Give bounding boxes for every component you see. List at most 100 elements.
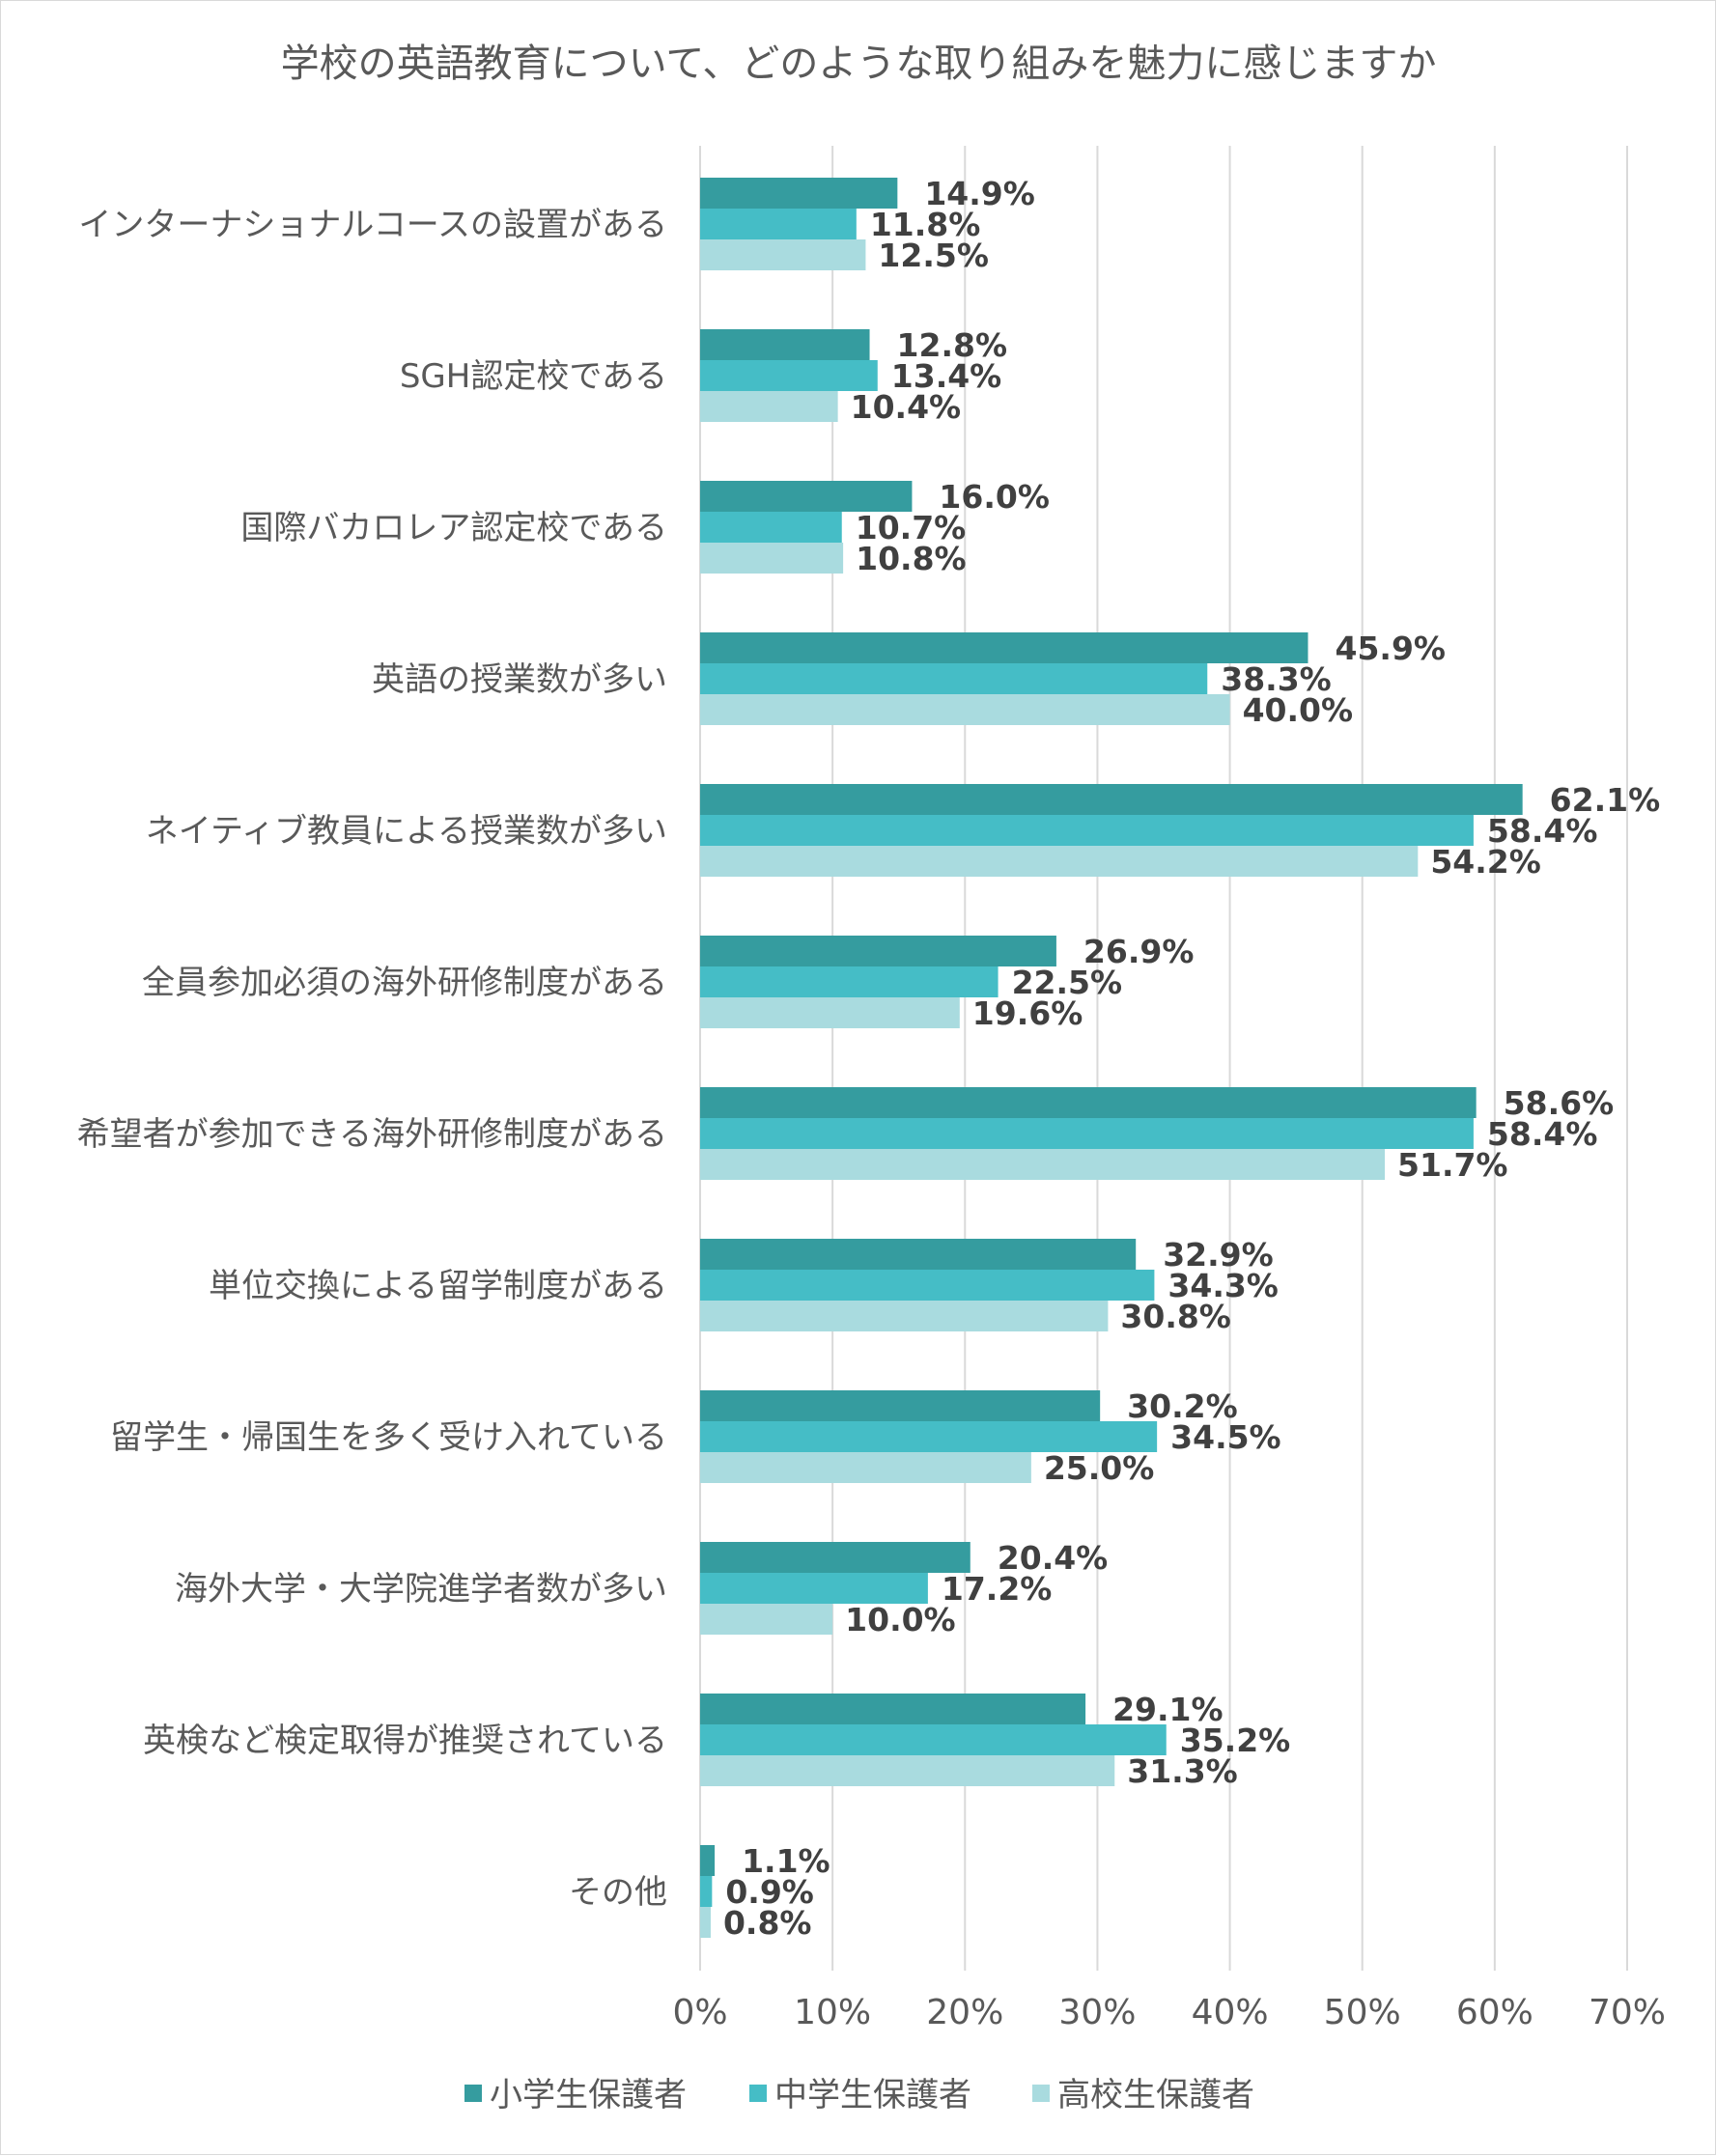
legend-swatch [749, 2085, 767, 2102]
legend-label: 中学生保護者 [774, 2076, 971, 2114]
bar [700, 239, 866, 270]
category-label: 全員参加必須の海外研修制度がある [142, 964, 667, 1002]
bar [700, 360, 878, 391]
x-tick-label: 50% [1324, 1993, 1401, 2032]
x-tick-label: 10% [794, 1993, 871, 2032]
x-axis-ticks: 0% 10% 20% 30% 40% 50% 60% 70% [672, 1993, 1666, 2032]
bars [700, 178, 1523, 1938]
bar [700, 1724, 1167, 1755]
chart-title: 学校の英語教育について、どのような取り組みを魅力に感じますか [281, 42, 1437, 86]
data-label: 62.1% [1550, 781, 1661, 819]
bar [700, 1755, 1115, 1786]
bar [700, 481, 913, 512]
x-tick-label: 40% [1192, 1993, 1269, 2032]
bar [700, 1876, 713, 1907]
data-label: 58.4% [1487, 1115, 1598, 1153]
data-label: 14.9% [924, 175, 1034, 212]
data-label: 17.2% [942, 1570, 1053, 1608]
bar [700, 1149, 1386, 1180]
data-label: 30.8% [1120, 1298, 1231, 1335]
bar [700, 936, 1056, 966]
legend-swatch [1032, 2085, 1050, 2102]
bar [700, 512, 842, 543]
data-label: 19.6% [972, 994, 1083, 1032]
bar [700, 329, 870, 360]
data-labels: 14.9%11.8%12.5% 12.8%13.4%10.4% 16.0%10.7%… [723, 175, 1660, 1942]
category-label: SGH認定校である [400, 357, 667, 396]
legend-swatch [464, 2085, 482, 2102]
data-label: 38.3% [1221, 660, 1332, 698]
bar [700, 1421, 1158, 1452]
category-label: 英検など検定取得が推奨されている [143, 1722, 667, 1760]
bar [700, 815, 1474, 846]
category-label: その他 [569, 1873, 667, 1912]
category-labels: インターナショナルコースの設置がある SGH認定校である国際バカロレア認定校である… [77, 206, 667, 1912]
bar [700, 663, 1208, 694]
data-label: 40.0% [1243, 691, 1354, 729]
data-label: 16.0% [939, 478, 1050, 516]
category-label: 英語の授業数が多い [372, 660, 667, 699]
bar [700, 1694, 1086, 1724]
data-label: 45.9% [1335, 630, 1446, 667]
x-tick-label: 20% [926, 1993, 1003, 2032]
data-label: 58.4% [1487, 812, 1598, 850]
x-tick-label: 0% [672, 1993, 727, 2032]
category-label: 海外大学・大学院進学者数が多い [175, 1570, 667, 1609]
bar [700, 1270, 1155, 1301]
data-label: 34.5% [1170, 1418, 1281, 1456]
category-label: 国際バカロレア認定校である [240, 509, 667, 547]
x-tick-label: 70% [1589, 1993, 1666, 2032]
data-label: 10.8% [856, 540, 967, 577]
data-label: 0.9% [725, 1873, 814, 1911]
bar [700, 1573, 928, 1604]
bar [700, 784, 1523, 815]
data-label: 58.6% [1504, 1084, 1615, 1122]
data-label: 1.1% [742, 1842, 830, 1880]
data-label: 34.3% [1167, 1267, 1279, 1304]
category-label: 留学生・帰国生を多く受け入れている [110, 1418, 667, 1457]
x-tick-label: 30% [1058, 1993, 1136, 2032]
gridlines [699, 146, 1628, 1971]
data-label: 0.8% [723, 1904, 812, 1942]
bar [700, 1542, 971, 1573]
bar [700, 1452, 1031, 1483]
bar [700, 966, 999, 997]
category-label: 希望者が参加できる海外研修制度がある [77, 1115, 667, 1154]
data-label: 22.5% [1012, 964, 1123, 1001]
bar [700, 997, 960, 1028]
bar [700, 1604, 833, 1635]
data-label: 10.7% [856, 509, 967, 546]
legend-label: 小学生保護者 [490, 2076, 687, 2114]
data-label: 35.2% [1180, 1722, 1291, 1759]
bar [700, 1390, 1101, 1421]
bar [700, 694, 1230, 725]
data-label: 11.8% [870, 206, 981, 243]
data-label: 32.9% [1163, 1236, 1274, 1274]
data-label: 13.4% [891, 357, 1002, 395]
category-label: インターナショナルコースの設置がある [78, 206, 667, 244]
data-label: 51.7% [1397, 1146, 1508, 1184]
category-label: ネイティブ教員による授業数が多い [146, 812, 667, 851]
bar [700, 1301, 1109, 1331]
bar [700, 846, 1419, 877]
legend-label: 高校生保護者 [1057, 2076, 1254, 2114]
data-label: 25.0% [1044, 1449, 1155, 1487]
data-label: 12.5% [878, 237, 989, 274]
data-label: 10.4% [851, 388, 962, 426]
data-label: 20.4% [998, 1539, 1109, 1577]
data-label: 29.1% [1112, 1691, 1224, 1728]
bar [700, 1845, 716, 1876]
x-tick-label: 60% [1456, 1993, 1533, 2032]
data-label: 54.2% [1430, 843, 1541, 881]
data-label: 30.2% [1127, 1387, 1238, 1425]
bar [700, 1239, 1137, 1270]
bar [700, 178, 898, 209]
data-label: 10.0% [845, 1601, 956, 1638]
bar [700, 391, 838, 422]
bar [700, 1087, 1477, 1118]
bar [700, 1118, 1474, 1149]
data-label: 26.9% [1083, 933, 1195, 970]
bar [700, 543, 844, 574]
